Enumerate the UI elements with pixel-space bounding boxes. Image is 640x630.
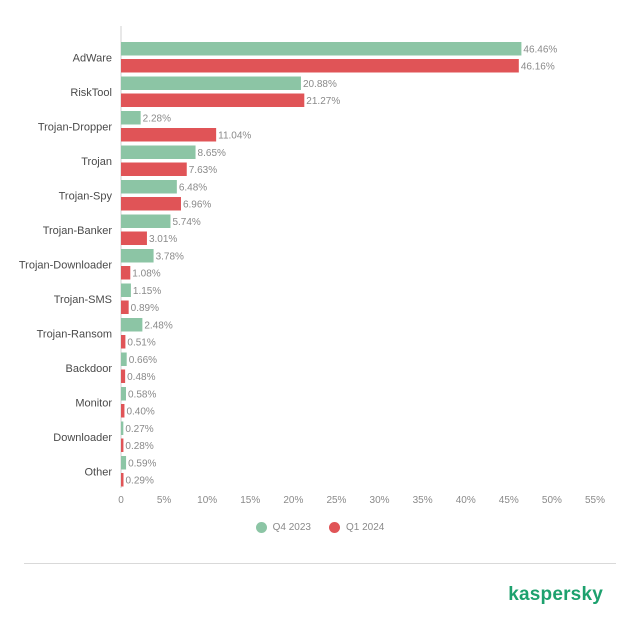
- bar-q4-2023-trojan-downloader: [121, 249, 154, 263]
- data-label-q4-2023-adware: 46.46%: [523, 44, 557, 55]
- category-label-monitor: Monitor: [75, 397, 112, 409]
- legend: Q4 2023 Q1 2024: [0, 522, 640, 533]
- x-tick-label-5: 5%: [157, 495, 172, 506]
- x-tick-label-40: 40%: [456, 495, 476, 506]
- category-label-adware: AdWare: [73, 52, 112, 64]
- bar-q1-2024-risktool: [121, 93, 305, 107]
- data-label-q1-2024-downloader: 0.28%: [125, 441, 153, 452]
- category-label-trojan-spy: Trojan-Spy: [59, 190, 113, 202]
- data-label-q4-2023-risktool: 20.88%: [303, 79, 337, 90]
- x-tick-label-45: 45%: [499, 495, 519, 506]
- legend-swatch-q1-2024: [329, 522, 340, 533]
- data-label-q4-2023-backdoor: 0.66%: [129, 355, 157, 366]
- data-label-q1-2024-monitor: 0.40%: [126, 406, 154, 417]
- x-tick-label-0: 0: [118, 495, 124, 506]
- bar-q4-2023-adware: [121, 42, 522, 56]
- category-label-trojan: Trojan: [81, 156, 112, 168]
- bar-q4-2023-downloader: [121, 421, 124, 435]
- bar-q1-2024-adware: [121, 59, 519, 73]
- bar-q4-2023-monitor: [121, 387, 126, 401]
- category-label-trojan-dropper: Trojan-Dropper: [38, 121, 113, 133]
- bar-q4-2023-risktool: [121, 76, 301, 90]
- bar-q1-2024-trojan-spy: [121, 197, 181, 211]
- data-label-q4-2023-monitor: 0.58%: [128, 389, 156, 400]
- bar-q4-2023-trojan-dropper: [121, 111, 141, 125]
- data-label-q1-2024-trojan-downloader: 1.08%: [132, 268, 160, 279]
- bar-q1-2024-monitor: [121, 404, 125, 418]
- bar-q4-2023-backdoor: [121, 352, 127, 366]
- category-label-trojan-ransom: Trojan-Ransom: [37, 328, 112, 340]
- bar-q1-2024-trojan-ransom: [121, 335, 126, 349]
- data-label-q4-2023-downloader: 0.27%: [125, 424, 153, 435]
- kaspersky-logo: kaspersky: [508, 584, 603, 605]
- bar-q1-2024-trojan-dropper: [121, 128, 217, 142]
- category-label-risktool: RiskTool: [70, 87, 112, 99]
- category-label-downloader: Downloader: [53, 432, 112, 444]
- x-tick-label-10: 10%: [197, 495, 217, 506]
- bar-q4-2023-trojan-ransom: [121, 318, 143, 332]
- x-tick-label-15: 15%: [240, 495, 260, 506]
- bar-q1-2024-trojan-downloader: [121, 266, 131, 280]
- bar-chart: AdWare 46.46% 46.16% RiskTool 20.88% 21.27% Tr…: [19, 26, 605, 506]
- data-label-q4-2023-trojan-sms: 1.15%: [133, 286, 161, 297]
- bar-q4-2023-trojan-sms: [121, 283, 131, 297]
- bar-q1-2024-backdoor: [121, 369, 126, 383]
- bar-q1-2024-other: [121, 473, 124, 487]
- data-label-q4-2023-trojan: 8.65%: [198, 148, 226, 159]
- data-label-q1-2024-risktool: 21.27%: [306, 96, 340, 107]
- data-label-q1-2024-trojan-banker: 3.01%: [149, 234, 177, 245]
- x-tick-label-25: 25%: [326, 495, 346, 506]
- data-label-q1-2024-backdoor: 0.48%: [127, 372, 155, 383]
- x-tick-label-30: 30%: [370, 495, 390, 506]
- bar-q4-2023-trojan-banker: [121, 214, 171, 228]
- data-label-q1-2024-trojan: 7.63%: [189, 165, 217, 176]
- x-tick-label-50: 50%: [542, 495, 562, 506]
- category-label-trojan-downloader: Trojan-Downloader: [19, 259, 112, 271]
- data-label-q4-2023-trojan-dropper: 2.28%: [143, 113, 171, 124]
- legend-label-q1-2024: Q1 2024: [346, 522, 385, 533]
- data-label-q4-2023-trojan-banker: 5.74%: [172, 217, 200, 228]
- category-label-backdoor: Backdoor: [66, 363, 113, 375]
- data-label-q4-2023-trojan-ransom: 2.48%: [144, 320, 172, 331]
- bar-q1-2024-downloader: [121, 438, 124, 452]
- legend-item-q1-2024[interactable]: Q1 2024: [329, 522, 384, 533]
- legend-swatch-q4-2023: [255, 522, 267, 533]
- footer-divider: [24, 563, 616, 564]
- data-label-q4-2023-trojan-spy: 6.48%: [179, 182, 207, 193]
- data-label-q4-2023-other: 0.59%: [128, 458, 156, 469]
- bar-q4-2023-trojan-spy: [121, 180, 177, 194]
- bar-q4-2023-other: [121, 456, 127, 470]
- category-label-trojan-sms: Trojan-SMS: [54, 294, 112, 306]
- bar-q1-2024-trojan-sms: [121, 300, 129, 314]
- x-tick-label-20: 20%: [283, 495, 303, 506]
- legend-label-q4-2023: Q4 2023: [272, 522, 311, 533]
- bar-q4-2023-trojan: [121, 145, 196, 159]
- data-label-q1-2024-trojan-sms: 0.89%: [131, 303, 159, 314]
- category-label-other: Other: [84, 466, 112, 478]
- data-label-q4-2023-trojan-downloader: 3.78%: [156, 251, 184, 262]
- data-label-q1-2024-trojan-ransom: 0.51%: [127, 337, 155, 348]
- data-label-q1-2024-other: 0.29%: [125, 475, 153, 486]
- x-tick-label-35: 35%: [413, 495, 433, 506]
- data-label-q1-2024-adware: 46.16%: [521, 61, 555, 72]
- data-label-q1-2024-trojan-dropper: 11.04%: [218, 130, 251, 141]
- x-tick-label-55: 55%: [585, 495, 605, 506]
- legend-item-q4-2023[interactable]: Q4 2023: [255, 522, 311, 533]
- category-label-trojan-banker: Trojan-Banker: [43, 225, 113, 237]
- bar-q1-2024-trojan: [121, 162, 187, 176]
- data-label-q1-2024-trojan-spy: 6.96%: [183, 199, 211, 210]
- bar-q1-2024-trojan-banker: [121, 231, 147, 245]
- bars-layer: [121, 42, 522, 487]
